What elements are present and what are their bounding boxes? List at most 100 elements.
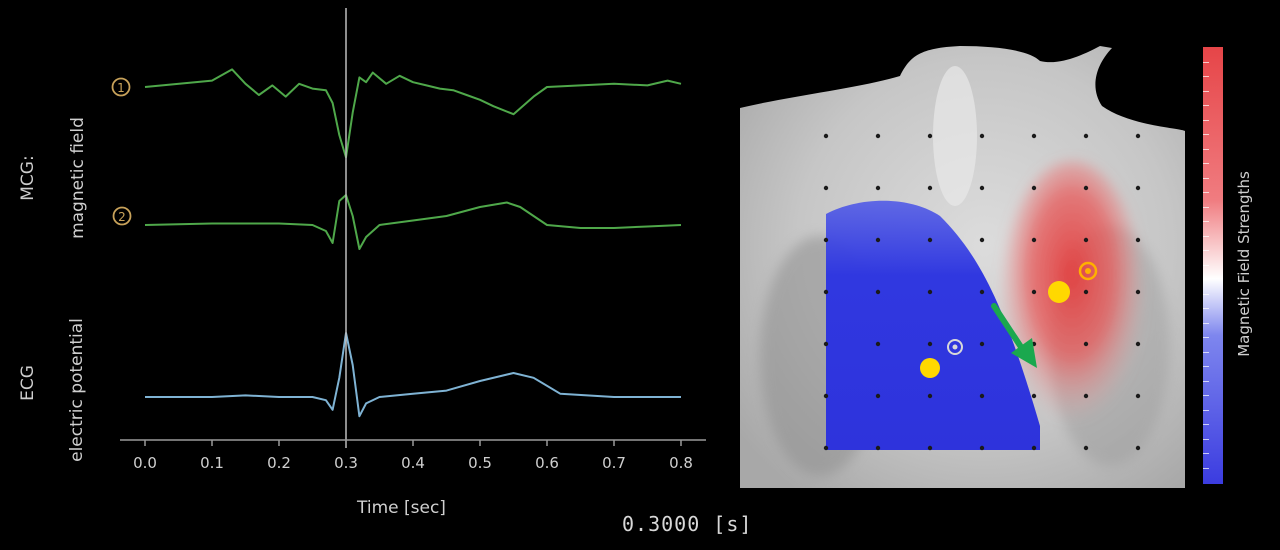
colorbar-tick xyxy=(1203,366,1209,367)
sensor-point xyxy=(1031,289,1037,295)
sensor-marker-ring-2 xyxy=(1078,261,1098,281)
sensor-point xyxy=(979,289,985,295)
colorbar-tick xyxy=(1203,351,1209,353)
sensor-point xyxy=(979,393,985,399)
x-tick-label: 0.1 xyxy=(200,454,224,472)
mcg-trace-2 xyxy=(144,194,682,250)
sensor-point xyxy=(979,133,985,139)
sensor-point xyxy=(979,185,985,191)
colorbar-tick xyxy=(1203,322,1209,324)
sensor-point xyxy=(875,393,881,399)
ecg-subtitle: electric potential xyxy=(67,318,87,462)
colorbar-tick xyxy=(1203,293,1209,295)
colorbar-tick xyxy=(1203,235,1209,237)
x-tick-label: 0.2 xyxy=(267,454,291,472)
magnetic-field-map xyxy=(740,46,1185,488)
colorbar-tick xyxy=(1203,105,1209,106)
sensor-point xyxy=(1083,393,1089,399)
sensor-point xyxy=(927,445,933,451)
sensor-point xyxy=(1031,185,1037,191)
sensor-point xyxy=(875,289,881,295)
sensor-point xyxy=(1083,133,1089,139)
sensor-point xyxy=(823,133,829,139)
channel-marker-2-label: 2 xyxy=(118,210,126,224)
colorbar-tick xyxy=(1203,395,1209,396)
green-arrow-icon xyxy=(991,303,1037,368)
sensor-point xyxy=(927,133,933,139)
x-tick-label: 0.6 xyxy=(535,454,559,472)
colorbar-tick xyxy=(1203,337,1209,338)
sensor-point xyxy=(1031,445,1037,451)
channel-marker-1-label: 1 xyxy=(117,81,125,95)
sensor-point xyxy=(1135,185,1141,191)
x-tick-label: 0.8 xyxy=(669,454,693,472)
sensor-point xyxy=(875,237,881,243)
sensor-point xyxy=(823,237,829,243)
sensor-point xyxy=(875,445,881,451)
colorbar-tick xyxy=(1203,380,1209,382)
field-strength-colorbar xyxy=(1203,47,1223,484)
xray-trachea xyxy=(933,66,977,206)
x-axis-title: Time [sec] xyxy=(357,498,446,518)
sensor-point xyxy=(823,289,829,295)
colorbar-tick xyxy=(1203,424,1209,425)
mcg-title: MCG: xyxy=(18,155,38,201)
colorbar-tick xyxy=(1203,206,1209,208)
x-tick-label: 0.0 xyxy=(133,454,157,472)
sensor-point xyxy=(1083,289,1089,295)
sensor-point xyxy=(927,185,933,191)
colorbar-tick xyxy=(1203,192,1209,193)
sensor-point xyxy=(1083,445,1089,451)
colorbar-tick xyxy=(1203,148,1209,150)
sensor-marker-dot-1 xyxy=(920,358,940,378)
sensor-point xyxy=(979,341,985,347)
sensor-marker-ring-1 xyxy=(947,339,963,355)
x-tick-label: 0.4 xyxy=(401,454,425,472)
sensor-point xyxy=(823,393,829,399)
colorbar-tick xyxy=(1203,467,1209,469)
positive-field-region xyxy=(1002,161,1142,431)
colorbar-tick xyxy=(1203,438,1209,440)
sensor-point xyxy=(823,445,829,451)
sensor-point xyxy=(1135,237,1141,243)
x-tick-label: 0.3 xyxy=(334,454,358,472)
colorbar-tick xyxy=(1203,264,1209,266)
sensor-point xyxy=(1031,393,1037,399)
signal-traces-plot: 0.0 0.1 0.2 0.3 0.4 0.5 0.6 0.7 0.8 1 2 xyxy=(111,8,706,472)
colorbar-tick xyxy=(1203,177,1209,179)
colorbar-tick xyxy=(1203,279,1209,280)
colorbar-tick xyxy=(1203,61,1209,63)
colorbar-tick xyxy=(1203,76,1209,77)
sensor-point xyxy=(1135,133,1141,139)
sensor-point xyxy=(1135,445,1141,451)
sensor-point xyxy=(927,289,933,295)
sensor-point xyxy=(979,445,985,451)
sensor-point xyxy=(1135,289,1141,295)
colorbar-tick xyxy=(1203,119,1209,121)
time-readout: 0.3000 [s] xyxy=(622,512,753,536)
sensor-point xyxy=(1083,341,1089,347)
mcg-trace-1 xyxy=(144,68,682,159)
sensor-point xyxy=(823,341,829,347)
x-tick-label: 0.7 xyxy=(602,454,626,472)
colorbar-label: Magnetic Field Strengths xyxy=(1235,171,1253,357)
sensor-point xyxy=(1083,237,1089,243)
ecg-title: ECG xyxy=(18,365,38,401)
colorbar-tick xyxy=(1203,90,1209,92)
sensor-point xyxy=(823,185,829,191)
channel-marker-1: 1 xyxy=(111,77,131,97)
sensor-point xyxy=(1031,237,1037,243)
sensor-point xyxy=(875,185,881,191)
colorbar-tick xyxy=(1203,250,1209,251)
sensor-point xyxy=(1135,393,1141,399)
sensor-point xyxy=(1031,133,1037,139)
sensor-grid xyxy=(823,133,1141,451)
colorbar-tick xyxy=(1203,409,1209,411)
mcg-subtitle: magnetic field xyxy=(68,117,88,239)
sensor-point xyxy=(875,341,881,347)
colorbar-tick xyxy=(1203,134,1209,135)
sensor-point xyxy=(875,133,881,139)
x-tick-label: 0.5 xyxy=(468,454,492,472)
sensor-point xyxy=(1135,341,1141,347)
ecg-trace xyxy=(145,332,681,418)
